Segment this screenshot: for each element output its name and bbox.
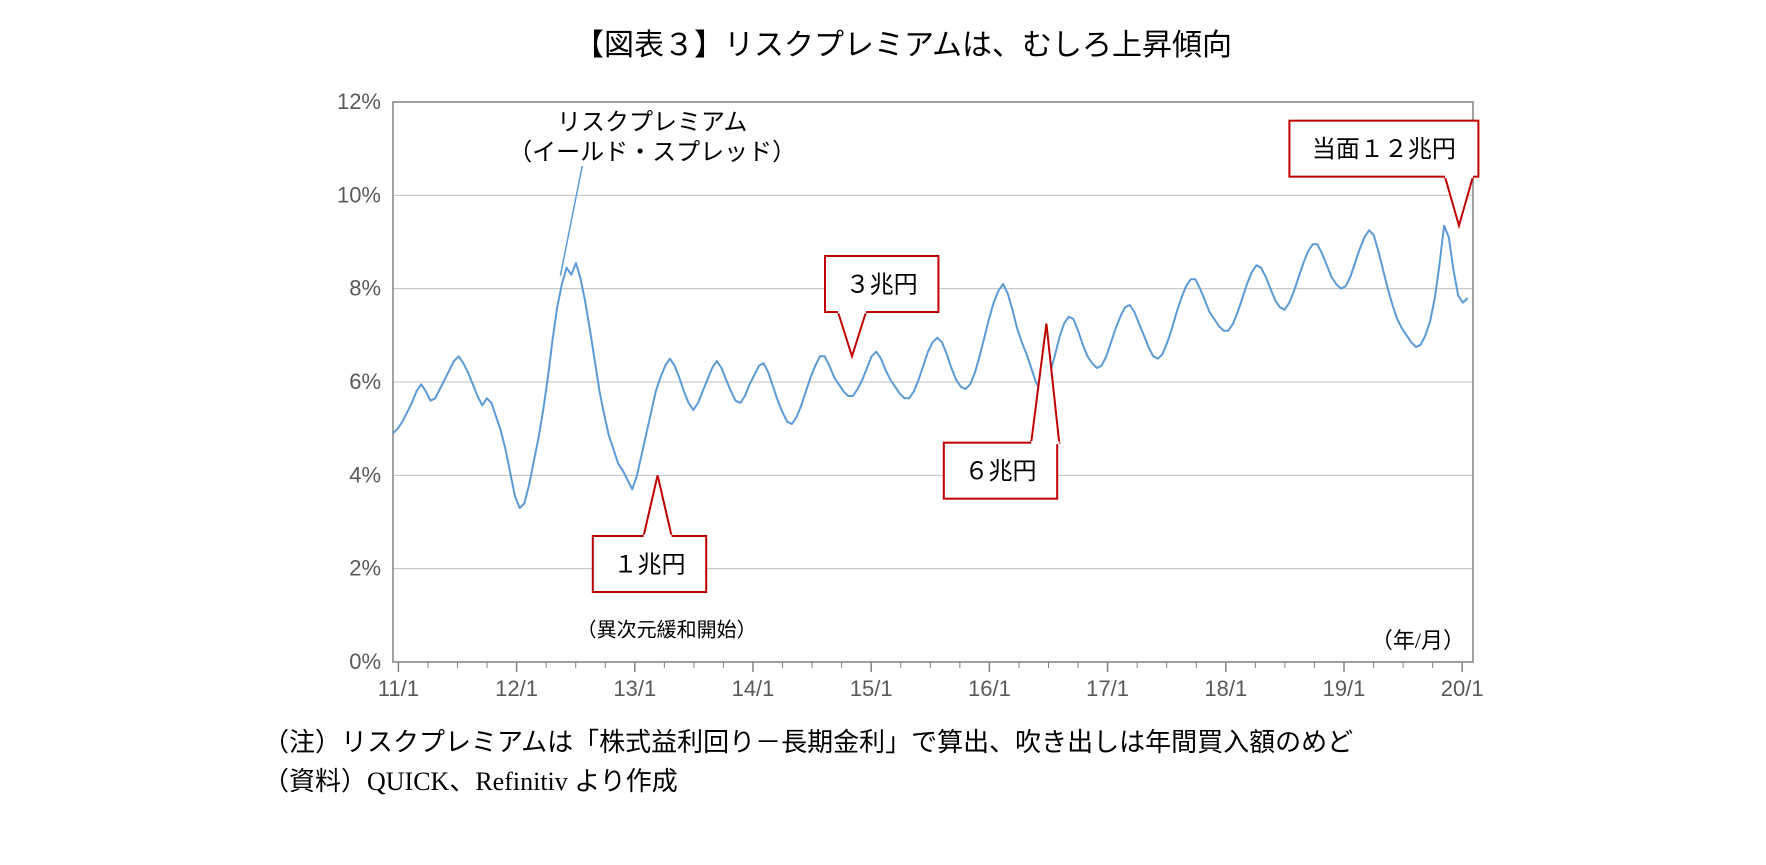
chart-wrap: 0% 2% 4% 6% 8% 10% 12% 11/1 12/1 13/1 14/1 15/1 16/1… <box>313 72 1493 717</box>
svg-text:4%: 4% <box>349 462 381 487</box>
svg-text:18/1: 18/1 <box>1204 676 1247 701</box>
svg-text:11/1: 11/1 <box>378 676 419 701</box>
svg-text:１兆円: １兆円 <box>614 551 686 578</box>
footnotes: （注）リスクプレミアムは「株式益利回り－長期金利」で算出、吹き出しは年間買入額の… <box>263 723 1543 801</box>
svg-text:（異次元緩和開始）: （異次元緩和開始） <box>577 618 757 641</box>
svg-text:14/1: 14/1 <box>732 676 775 701</box>
svg-text:6%: 6% <box>349 369 381 394</box>
figure-container: 【図表３】リスクプレミアムは、むしろ上昇傾向 0% 2% 4% 6% 8% 10% 12% 1… <box>20 20 1766 845</box>
line-chart: 0% 2% 4% 6% 8% 10% 12% 11/1 12/1 13/1 14/1 15/1 16/1… <box>313 72 1493 712</box>
svg-text:３兆円: ３兆円 <box>846 271 918 298</box>
svg-text:（年/月）: （年/月） <box>1371 628 1465 653</box>
svg-text:12%: 12% <box>337 89 381 114</box>
svg-text:8%: 8% <box>349 276 381 301</box>
figure-title: 【図表３】リスクプレミアムは、むしろ上昇傾向 <box>20 20 1766 64</box>
svg-text:2%: 2% <box>349 556 381 581</box>
footnote-source: （資料）QUICK、Refinitiv より作成 <box>263 762 1543 801</box>
svg-text:0%: 0% <box>349 649 381 674</box>
svg-text:12/1: 12/1 <box>495 676 538 701</box>
svg-text:15/1: 15/1 <box>850 676 893 701</box>
svg-text:13/1: 13/1 <box>613 676 656 701</box>
svg-text:17/1: 17/1 <box>1086 676 1129 701</box>
svg-text:19/1: 19/1 <box>1323 676 1366 701</box>
svg-text:20/1: 20/1 <box>1441 676 1484 701</box>
footnote-calc: （注）リスクプレミアムは「株式益利回り－長期金利」で算出、吹き出しは年間買入額の… <box>263 723 1543 762</box>
svg-text:当面１２兆円: 当面１２兆円 <box>1312 136 1456 163</box>
svg-text:（イールド・スプレッド）: （イールド・スプレッド） <box>508 139 796 166</box>
svg-text:16/1: 16/1 <box>968 676 1011 701</box>
svg-text:リスクプレミアム: リスクプレミアム <box>557 109 747 136</box>
svg-text:６兆円: ６兆円 <box>965 458 1037 485</box>
svg-text:10%: 10% <box>337 182 381 207</box>
